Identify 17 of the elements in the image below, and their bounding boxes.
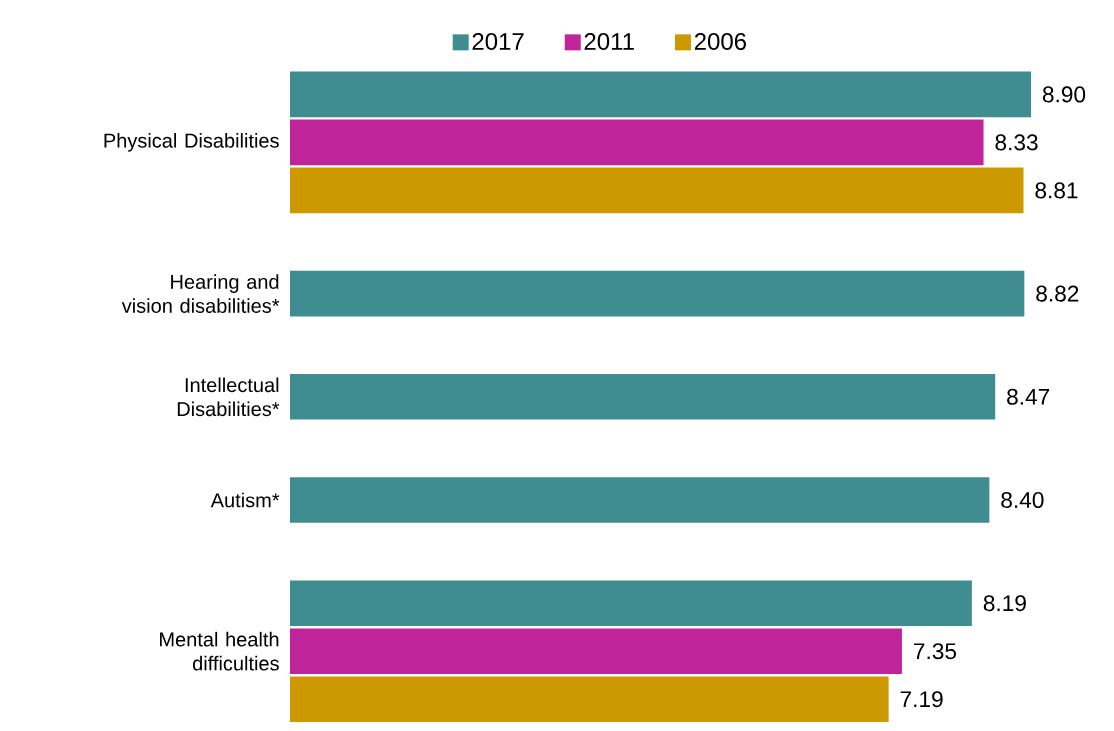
y-tick-label: Autism* xyxy=(210,492,280,508)
data-label: 8.82 xyxy=(1036,285,1079,302)
legend-label: 2017 xyxy=(472,32,524,50)
legend-label: 2011 xyxy=(584,32,634,50)
data-label: 7.35 xyxy=(914,643,957,660)
y-tick-label: Physical Disabilities xyxy=(104,133,279,152)
data-label: 8.81 xyxy=(1035,182,1078,199)
data-label: 8.47 xyxy=(1007,388,1050,405)
y-tick-label: Mental health difficulties xyxy=(160,631,279,671)
y-tick-label: Intellectual Disabilities* xyxy=(177,377,280,417)
data-label: 7.19 xyxy=(900,691,943,708)
data-label: 8.33 xyxy=(995,134,1038,151)
data-label: 8.90 xyxy=(1042,86,1086,103)
legend-label: 2006 xyxy=(694,32,747,50)
data-label: 8.19 xyxy=(983,595,1026,612)
y-tick-label: Hearing and vision disabilities* xyxy=(121,274,280,313)
data-label: 8.40 xyxy=(1001,491,1044,509)
